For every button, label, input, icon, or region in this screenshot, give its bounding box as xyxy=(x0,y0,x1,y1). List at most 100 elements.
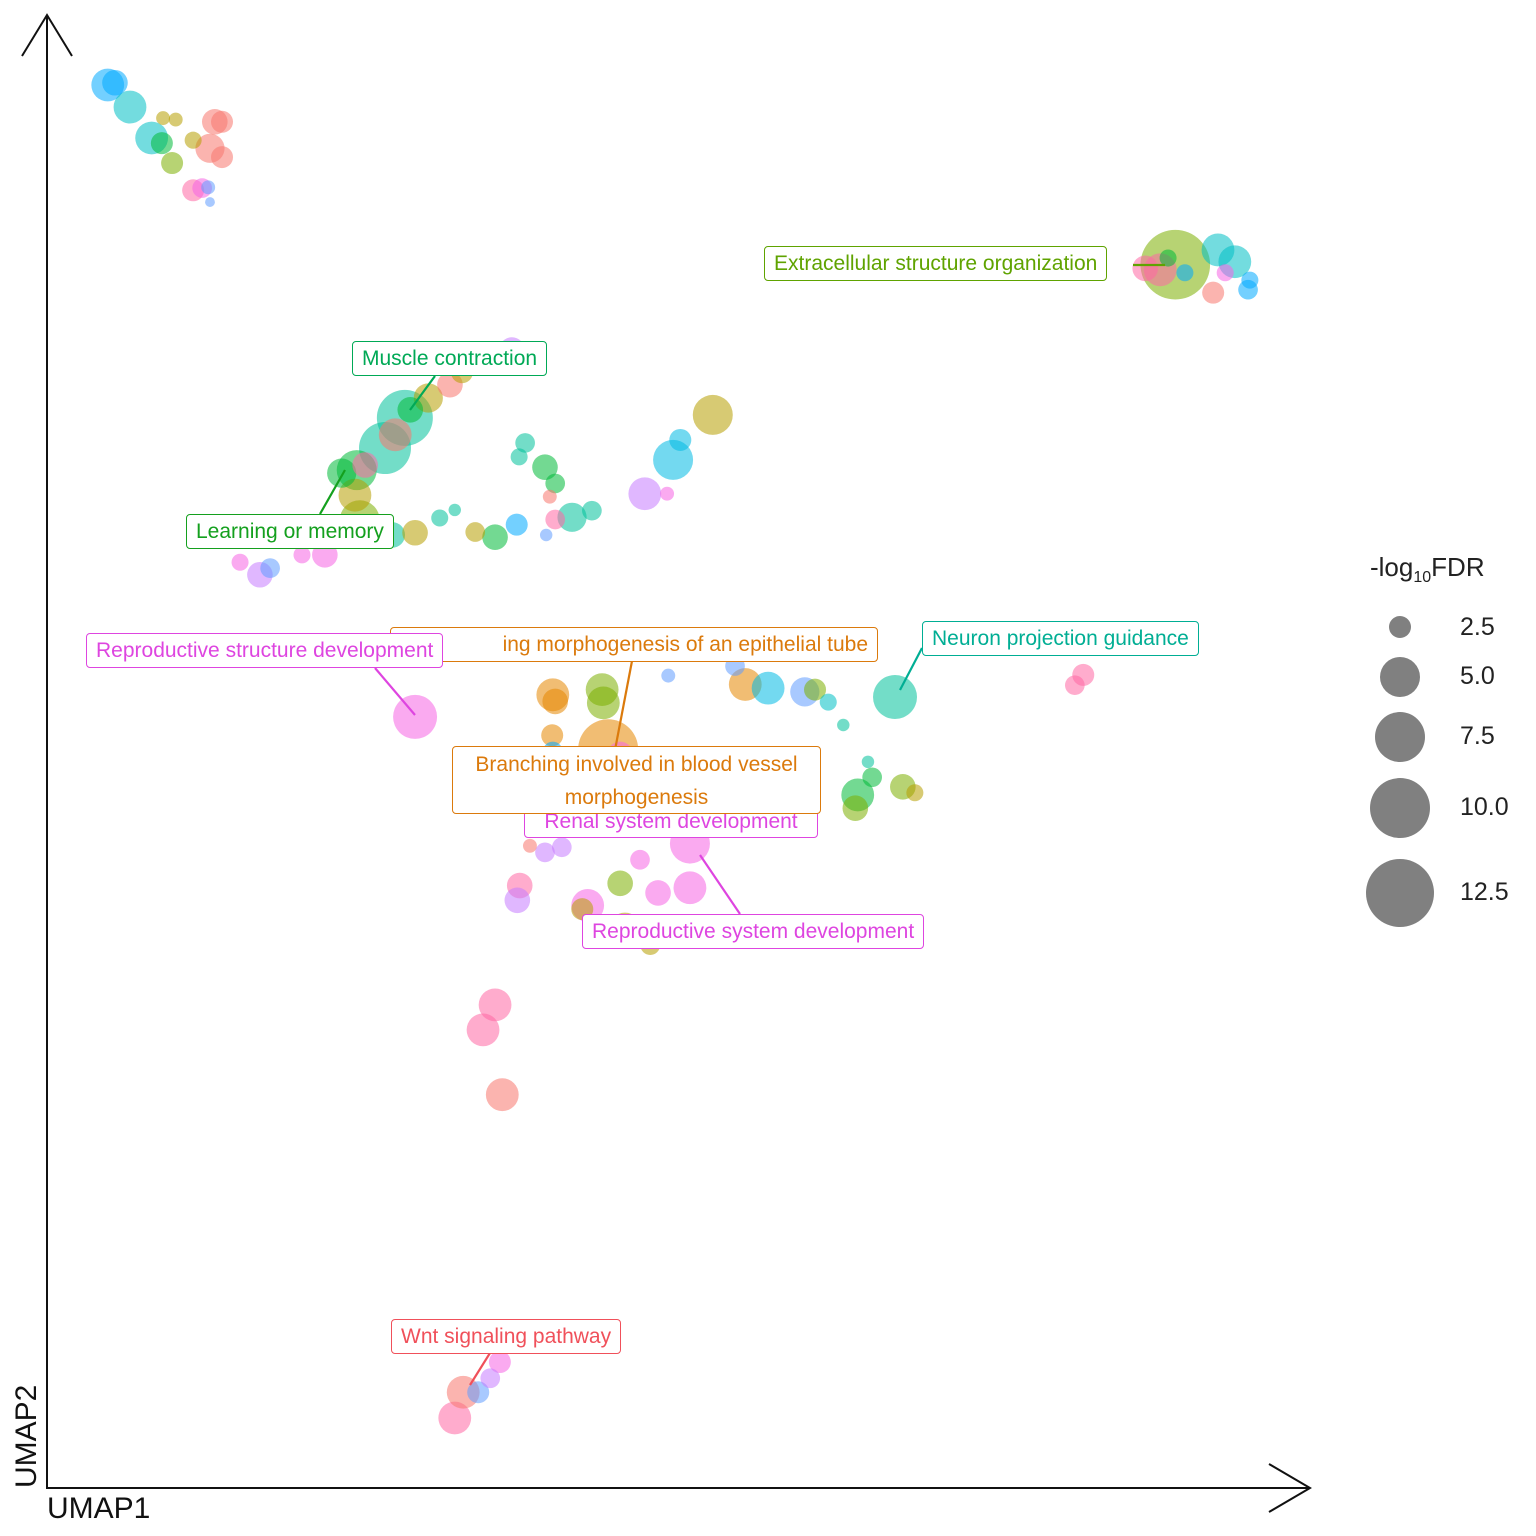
data-point xyxy=(352,452,378,478)
data-point xyxy=(861,755,875,769)
data-point xyxy=(628,477,662,511)
data-point xyxy=(1176,264,1194,282)
legend-size-circle xyxy=(1366,859,1434,927)
data-point xyxy=(485,1078,519,1112)
data-point xyxy=(522,838,537,853)
annotation-label: Reproductive structure development xyxy=(86,633,444,668)
data-point xyxy=(505,513,528,536)
annotation-label: Extracellular structure organization xyxy=(764,246,1108,281)
data-point xyxy=(692,394,733,435)
data-point xyxy=(551,837,572,858)
data-point xyxy=(402,519,428,546)
data-point xyxy=(327,458,357,488)
data-point xyxy=(482,524,508,550)
legend-title-suffix: FDR xyxy=(1431,552,1485,582)
data-point xyxy=(438,1401,472,1435)
x-axis-title: UMAP1 xyxy=(47,1492,151,1525)
data-point xyxy=(751,671,785,705)
legend-size-circle xyxy=(1389,616,1411,638)
data-point xyxy=(378,418,412,452)
legend-size-circle xyxy=(1375,712,1425,762)
annotation-leader-line xyxy=(699,854,741,915)
data-point xyxy=(478,988,512,1022)
data-point xyxy=(510,448,528,466)
data-point xyxy=(819,693,837,711)
data-point xyxy=(168,112,183,127)
legend-label: 5.0 xyxy=(1460,662,1495,690)
data-point xyxy=(1241,271,1259,289)
legend-circles xyxy=(1366,616,1434,927)
data-point xyxy=(669,428,692,451)
data-point xyxy=(260,558,280,578)
data-point xyxy=(645,880,671,906)
data-point xyxy=(837,718,850,732)
data-point xyxy=(804,678,827,701)
data-point xyxy=(338,478,372,512)
legend-label: 2.5 xyxy=(1460,613,1495,641)
annotation-label: Branching involved in blood vessel morph… xyxy=(452,746,821,814)
data-point xyxy=(535,842,555,863)
data-point xyxy=(488,1351,511,1374)
annotation-label: Muscle contraction xyxy=(352,341,548,376)
data-point xyxy=(542,489,557,504)
y-axis-title: UMAP2 xyxy=(10,1384,43,1488)
legend-size-circle xyxy=(1370,778,1430,838)
legend-title: -log10FDR xyxy=(1370,552,1485,587)
data-point xyxy=(542,688,569,715)
legend-label: 7.5 xyxy=(1460,722,1495,750)
data-point xyxy=(582,500,602,521)
data-point xyxy=(156,111,171,126)
data-point xyxy=(448,503,461,517)
data-point xyxy=(293,546,311,564)
data-point xyxy=(431,509,449,527)
annotation-label: Learning or memory xyxy=(186,514,394,549)
data-point xyxy=(504,887,531,914)
data-point xyxy=(873,674,918,719)
data-point xyxy=(906,784,924,802)
data-point xyxy=(211,146,234,169)
data-point xyxy=(532,454,558,481)
annotation-leader-line xyxy=(613,660,634,751)
data-point xyxy=(150,132,173,155)
data-point xyxy=(842,795,869,822)
annotation-label: Neuron projection guidance xyxy=(922,621,1199,656)
leader-lines-layer xyxy=(319,263,1165,1386)
data-point xyxy=(466,1013,500,1047)
data-point xyxy=(184,131,202,149)
data-point xyxy=(393,694,438,739)
data-point xyxy=(205,197,215,207)
data-point xyxy=(539,528,553,542)
data-point xyxy=(113,90,147,124)
legend-title-sub: 10 xyxy=(1413,569,1432,587)
data-point xyxy=(1065,675,1085,696)
data-point xyxy=(630,849,650,870)
legend-size-circle xyxy=(1380,657,1420,697)
data-point xyxy=(515,433,535,453)
data-point xyxy=(541,724,564,747)
data-point xyxy=(1202,281,1225,304)
data-point xyxy=(557,502,587,532)
data-point xyxy=(201,180,216,195)
data-point xyxy=(102,69,128,96)
x-axis-arrowhead xyxy=(1268,1463,1312,1513)
data-point xyxy=(545,473,566,494)
annotation-leader-line xyxy=(319,469,346,515)
legend-label: 12.5 xyxy=(1460,878,1509,906)
annotation-leader-line xyxy=(469,1352,491,1386)
data-point xyxy=(161,152,184,175)
data-point xyxy=(231,553,249,571)
data-point xyxy=(211,110,234,133)
legend-label: 10.0 xyxy=(1460,793,1509,821)
data-point xyxy=(607,870,633,897)
annotation-label: ing morphogenesis of an epithelial tube xyxy=(390,627,878,662)
data-point xyxy=(1159,249,1177,267)
annotation-label: Reproductive system development xyxy=(582,914,925,949)
annotation-leader-line xyxy=(409,375,436,411)
data-point xyxy=(660,486,675,501)
data-point xyxy=(465,522,486,542)
annotation-leader-line xyxy=(374,667,416,716)
data-point xyxy=(1216,264,1234,282)
annotation-label: Wnt signaling pathway xyxy=(391,1319,622,1354)
data-point xyxy=(545,509,566,530)
